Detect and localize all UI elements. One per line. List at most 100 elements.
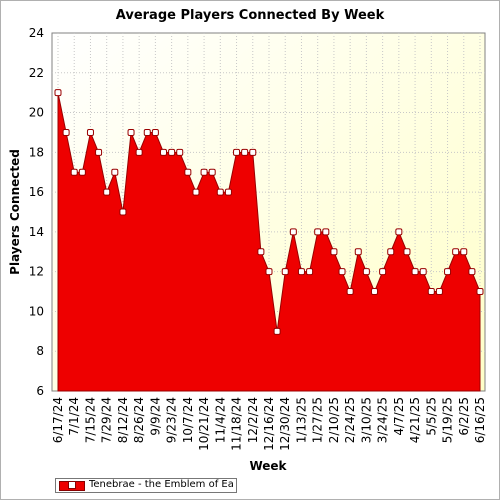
x-tick-label: 1/13/25 [294, 397, 308, 443]
data-point [184, 168, 192, 176]
data-point [86, 128, 94, 136]
data-point [452, 248, 460, 256]
y-tick-label: 20 [29, 106, 44, 120]
x-tick-label: 1/27/25 [311, 397, 325, 443]
series-markers [54, 89, 484, 335]
legend-marker-icon [68, 481, 76, 489]
data-point [151, 128, 159, 136]
x-tick-label: 11/18/24 [230, 397, 244, 451]
x-tick-label: 3/10/25 [359, 397, 373, 443]
data-point [103, 188, 111, 196]
data-point [265, 268, 273, 276]
data-point [322, 228, 330, 236]
data-point [54, 89, 62, 97]
data-point [403, 248, 411, 256]
x-tick-label: 4/7/25 [392, 397, 406, 436]
data-point [362, 268, 370, 276]
data-point [224, 188, 232, 196]
y-tick-label: 10 [29, 304, 44, 318]
y-tick-label: 12 [29, 265, 44, 279]
data-point [281, 268, 289, 276]
y-axis-ticks: 6 8 10 12 14 16 18 20 22 24 [29, 26, 44, 398]
data-point [241, 148, 249, 156]
data-point [306, 268, 314, 276]
data-point [419, 268, 427, 276]
x-tick-label: 2/10/25 [327, 397, 341, 443]
data-point [192, 188, 200, 196]
data-point [314, 228, 322, 236]
legend: Tenebrae - the Emblem of Ea [55, 478, 237, 493]
x-tick-label: 12/30/24 [278, 397, 292, 451]
x-tick-label: 6/2/25 [457, 397, 471, 436]
data-point [111, 168, 119, 176]
data-point [444, 268, 452, 276]
x-tick-label: 8/12/24 [116, 397, 130, 443]
x-tick-label: 9/9/24 [148, 397, 162, 436]
data-point [78, 168, 86, 176]
legend-label: Tenebrae - the Emblem of Ea [89, 479, 234, 490]
x-tick-label: 8/26/24 [132, 397, 146, 443]
data-point [233, 148, 241, 156]
x-axis-title: Week [249, 459, 287, 473]
data-point [62, 128, 70, 136]
data-point [387, 248, 395, 256]
x-tick-label: 6/16/25 [473, 397, 487, 443]
data-point [135, 148, 143, 156]
data-point [70, 168, 78, 176]
y-tick-label: 14 [29, 225, 44, 239]
data-point [476, 288, 484, 296]
data-point [297, 268, 305, 276]
data-point [435, 288, 443, 296]
x-tick-label: 11/4/24 [213, 397, 227, 443]
data-point [127, 128, 135, 136]
x-tick-label: 12/16/24 [262, 397, 276, 451]
y-tick-label: 22 [29, 66, 44, 80]
data-point [346, 288, 354, 296]
y-tick-label: 16 [29, 185, 44, 199]
data-point [460, 248, 468, 256]
data-point [160, 148, 167, 156]
y-tick-label: 24 [29, 26, 44, 40]
x-tick-label: 7/29/24 [100, 397, 114, 443]
y-tick-label: 8 [36, 344, 44, 358]
x-tick-label: 6/17/24 [51, 397, 65, 443]
data-point [200, 168, 208, 176]
data-point [216, 188, 224, 196]
x-tick-label: 12/2/24 [246, 397, 260, 443]
data-point [143, 128, 151, 136]
data-point [176, 148, 184, 156]
data-point [95, 148, 103, 156]
x-tick-label: 5/19/25 [441, 397, 455, 443]
data-point [119, 208, 127, 216]
data-point [249, 148, 257, 156]
data-point [395, 228, 403, 236]
data-point [289, 228, 297, 236]
x-tick-label: 10/21/24 [197, 397, 211, 451]
x-tick-label: 4/21/25 [408, 397, 422, 443]
y-tick-label: 6 [36, 384, 44, 398]
y-axis-title: Players Connected [8, 149, 22, 275]
data-point [468, 268, 476, 276]
x-tick-label: 2/24/25 [343, 397, 357, 443]
data-point [168, 148, 176, 156]
data-point [208, 168, 216, 176]
x-tick-label: 9/23/24 [165, 397, 179, 443]
y-tick-label: 18 [29, 145, 44, 159]
data-point [338, 268, 346, 276]
data-point [330, 248, 338, 256]
x-tick-label: 5/5/25 [424, 397, 438, 436]
x-axis-ticks: 6/17/24 7/1/24 7/15/24 7/29/24 8/12/24 8/26/2… [51, 397, 487, 451]
data-point [257, 248, 265, 256]
x-tick-label: 7/1/24 [67, 397, 81, 436]
chart-title: Average Players Connected By Week [115, 8, 385, 23]
x-tick-label: 10/7/24 [181, 397, 195, 443]
data-point [354, 248, 362, 256]
x-tick-label: 7/15/24 [83, 397, 97, 443]
data-point [379, 268, 387, 276]
x-tick-label: 3/24/25 [376, 397, 390, 443]
data-point [411, 268, 419, 276]
data-point [273, 327, 281, 335]
data-point [427, 288, 435, 296]
data-point [371, 288, 378, 296]
